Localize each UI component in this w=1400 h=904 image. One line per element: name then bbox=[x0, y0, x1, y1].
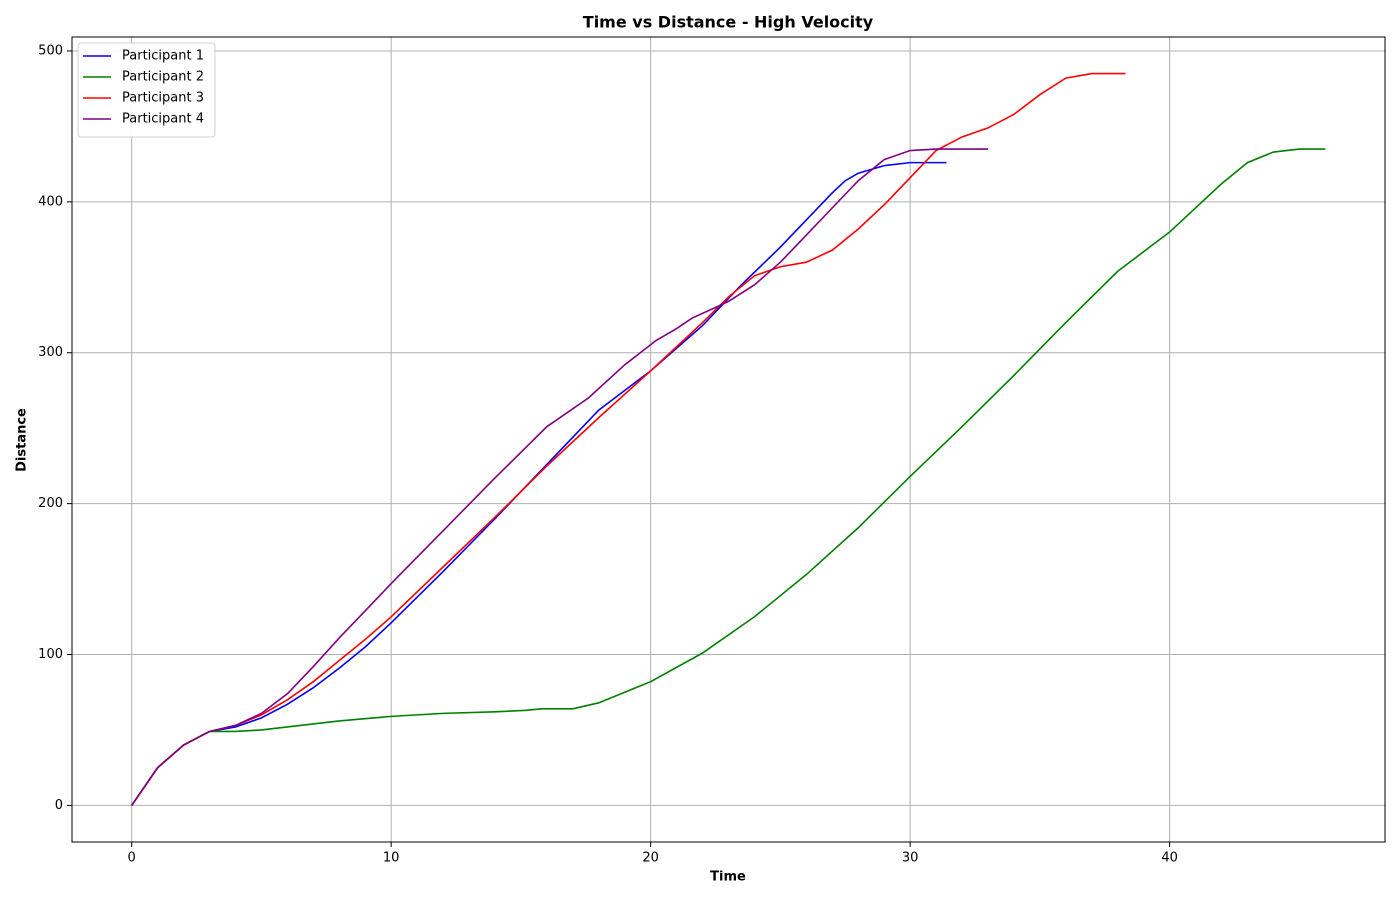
x-axis-label: Time bbox=[710, 870, 746, 885]
legend-label: Participant 3 bbox=[122, 91, 204, 106]
y-tick-label: 100 bbox=[38, 647, 63, 662]
legend-label: Participant 4 bbox=[122, 112, 204, 127]
legend-label: Participant 1 bbox=[122, 49, 204, 64]
legend-label: Participant 2 bbox=[122, 70, 204, 85]
series-line bbox=[131, 148, 988, 806]
x-tick-label: 20 bbox=[642, 851, 659, 866]
y-tick-label: 400 bbox=[38, 194, 63, 209]
chart-title: Time vs Distance - High Velocity bbox=[583, 13, 874, 32]
legend-box bbox=[77, 42, 216, 138]
y-tick-label: 300 bbox=[38, 345, 63, 360]
y-tick-label: 200 bbox=[38, 496, 63, 511]
x-tick-label: 40 bbox=[1161, 851, 1178, 866]
y-tick-label: 500 bbox=[38, 43, 63, 58]
x-tick-label: 0 bbox=[128, 851, 136, 866]
series-line bbox=[131, 148, 1326, 806]
plot-frame bbox=[71, 36, 1386, 843]
y-tick-label: 0 bbox=[55, 798, 63, 813]
series-line bbox=[131, 72, 1126, 806]
x-tick-label: 10 bbox=[383, 851, 400, 866]
x-tick-label: 30 bbox=[902, 851, 919, 866]
y-axis-label: Distance bbox=[15, 408, 30, 472]
